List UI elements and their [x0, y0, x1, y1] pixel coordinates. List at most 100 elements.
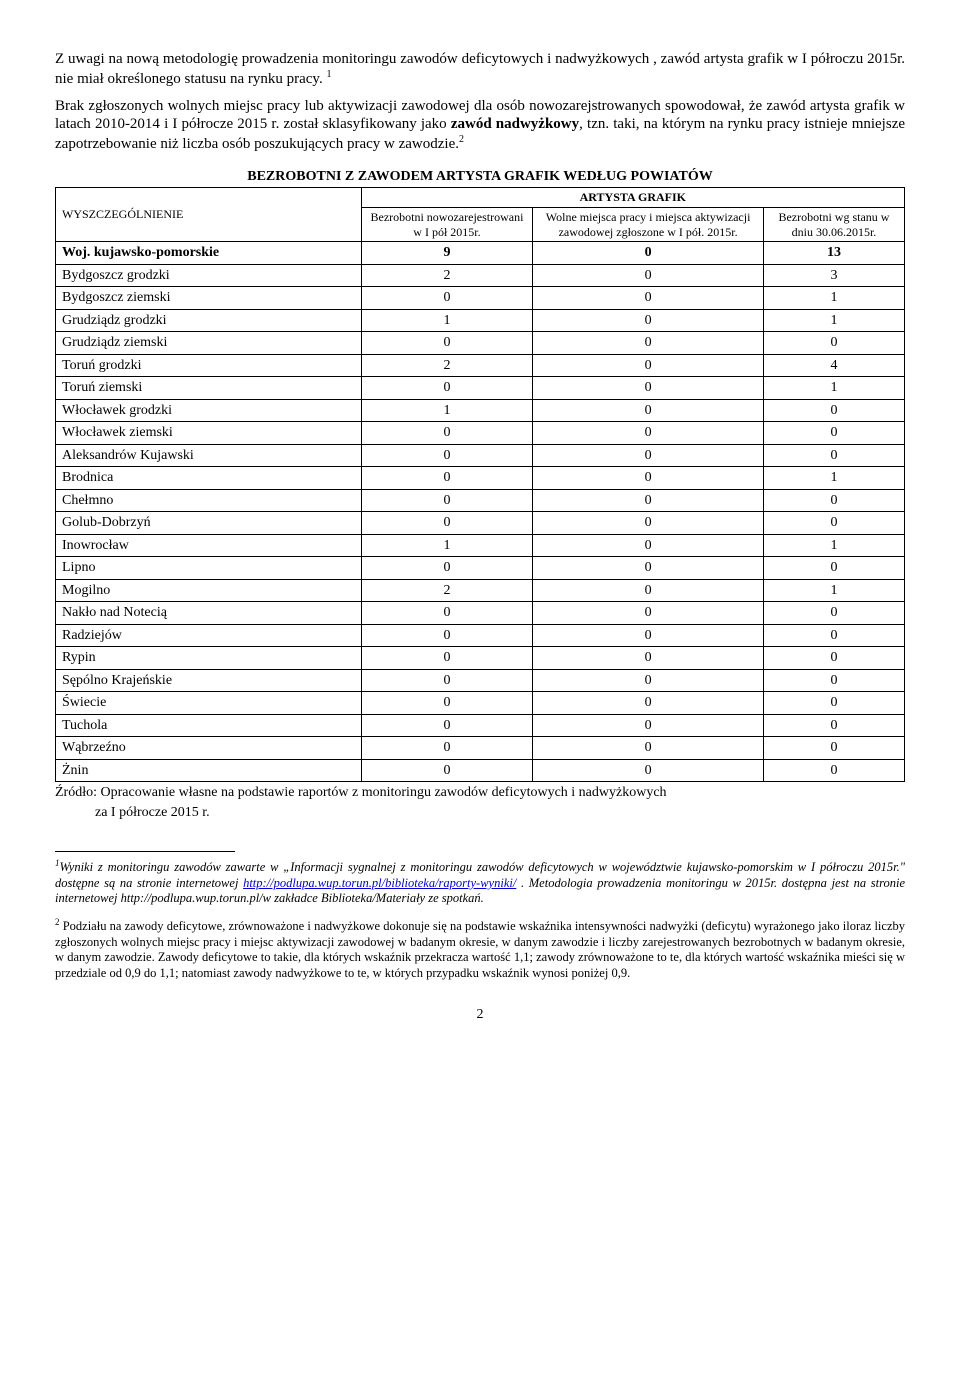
table-row: Bydgoszcz grodzki203 — [56, 264, 905, 287]
cell-v2: 0 — [533, 467, 764, 490]
cell-v3: 13 — [763, 242, 904, 265]
cell-v1: 1 — [361, 309, 533, 332]
cell-v2: 0 — [533, 692, 764, 715]
table-row-summary: Woj. kujawsko-pomorskie 9 0 13 — [56, 242, 905, 265]
table-row: Świecie000 — [56, 692, 905, 715]
cell-v2: 0 — [533, 377, 764, 400]
table-row: Włocławek grodzki100 — [56, 399, 905, 422]
header-col1: Bezrobotni nowozarejestrowani w I pół 20… — [361, 208, 533, 242]
cell-label: Radziejów — [56, 624, 362, 647]
cell-label: Świecie — [56, 692, 362, 715]
cell-label: Wąbrzeźno — [56, 737, 362, 760]
intro-paragraph-2: Brak zgłoszonych wolnych miejsc pracy lu… — [55, 97, 905, 154]
table-row: Toruń grodzki204 — [56, 354, 905, 377]
table-row: Grudziądz grodzki101 — [56, 309, 905, 332]
cell-v2: 0 — [533, 489, 764, 512]
table-row: Lipno000 — [56, 557, 905, 580]
cell-label: Aleksandrów Kujawski — [56, 444, 362, 467]
cell-v3: 1 — [763, 377, 904, 400]
cell-v1: 0 — [361, 624, 533, 647]
cell-v1: 0 — [361, 714, 533, 737]
cell-label: Toruń ziemski — [56, 377, 362, 400]
cell-v3: 0 — [763, 489, 904, 512]
cell-v1: 0 — [361, 759, 533, 782]
cell-v2: 0 — [533, 714, 764, 737]
table-row: Bydgoszcz ziemski001 — [56, 287, 905, 310]
table-row: Rypin000 — [56, 647, 905, 670]
para1-text: Z uwagi na nową metodologię prowadzenia … — [55, 51, 905, 87]
cell-label: Grudziądz grodzki — [56, 309, 362, 332]
header-group: ARTYSTA GRAFIK — [361, 188, 904, 208]
cell-v1: 0 — [361, 669, 533, 692]
cell-v3: 0 — [763, 669, 904, 692]
cell-v1: 2 — [361, 264, 533, 287]
cell-label: Bydgoszcz grodzki — [56, 264, 362, 287]
cell-label: Chełmno — [56, 489, 362, 512]
table-row: Toruń ziemski001 — [56, 377, 905, 400]
footnote-2-text: Podziału na zawody deficytowe, zrównoważ… — [55, 919, 905, 980]
cell-v1: 0 — [361, 512, 533, 535]
table-row: Radziejów000 — [56, 624, 905, 647]
cell-label: Golub-Dobrzyń — [56, 512, 362, 535]
cell-v1: 0 — [361, 489, 533, 512]
cell-v2: 0 — [533, 309, 764, 332]
cell-v2: 0 — [533, 512, 764, 535]
cell-v2: 0 — [533, 557, 764, 580]
cell-label: Inowrocław — [56, 534, 362, 557]
table-row: Inowrocław101 — [56, 534, 905, 557]
table-row: Włocławek ziemski000 — [56, 422, 905, 445]
footnote-2: 2 Podziału na zawody deficytowe, zrównow… — [55, 917, 905, 982]
cell-v2: 0 — [533, 579, 764, 602]
footnote-1-link[interactable]: http://podlupa.wup.torun.pl/biblioteka/r… — [243, 876, 516, 890]
cell-v2: 0 — [533, 534, 764, 557]
cell-v3: 0 — [763, 399, 904, 422]
cell-v3: 1 — [763, 309, 904, 332]
cell-v3: 0 — [763, 647, 904, 670]
cell-v1: 1 — [361, 399, 533, 422]
cell-v1: 0 — [361, 692, 533, 715]
table-row: Mogilno201 — [56, 579, 905, 602]
cell-v1: 0 — [361, 737, 533, 760]
table-row: Grudziądz ziemski000 — [56, 332, 905, 355]
table-row: Aleksandrów Kujawski000 — [56, 444, 905, 467]
data-table: WYSZCZEGÓLNIENIE ARTYSTA GRAFIK Bezrobot… — [55, 187, 905, 782]
table-row: Golub-Dobrzyń000 — [56, 512, 905, 535]
cell-label: Mogilno — [56, 579, 362, 602]
cell-v1: 2 — [361, 579, 533, 602]
cell-label: Woj. kujawsko-pomorskie — [56, 242, 362, 265]
cell-label: Sępólno Krajeńskie — [56, 669, 362, 692]
cell-v2: 0 — [533, 624, 764, 647]
cell-v2: 0 — [533, 737, 764, 760]
cell-label: Żnin — [56, 759, 362, 782]
cell-v3: 1 — [763, 534, 904, 557]
para2-bold: zawód nadwyżkowy — [451, 116, 579, 132]
intro-paragraph-1: Z uwagi na nową metodologię prowadzenia … — [55, 50, 905, 89]
cell-label: Włocławek ziemski — [56, 422, 362, 445]
table-row: Nakło nad Notecią000 — [56, 602, 905, 625]
cell-label: Nakło nad Notecią — [56, 602, 362, 625]
cell-v3: 0 — [763, 557, 904, 580]
cell-v3: 0 — [763, 624, 904, 647]
cell-v1: 1 — [361, 534, 533, 557]
cell-label: Bydgoszcz ziemski — [56, 287, 362, 310]
page-number: 2 — [55, 1006, 905, 1024]
table-row: Żnin000 — [56, 759, 905, 782]
cell-label: Grudziądz ziemski — [56, 332, 362, 355]
cell-v2: 0 — [533, 444, 764, 467]
table-row: Wąbrzeźno000 — [56, 737, 905, 760]
cell-v1: 0 — [361, 422, 533, 445]
cell-v3: 0 — [763, 692, 904, 715]
cell-v1: 0 — [361, 602, 533, 625]
header-col2: Wolne miejsca pracy i miejsca aktywizacj… — [533, 208, 764, 242]
cell-v2: 0 — [533, 602, 764, 625]
cell-v3: 0 — [763, 512, 904, 535]
cell-v2: 0 — [533, 354, 764, 377]
cell-v3: 0 — [763, 714, 904, 737]
cell-v3: 0 — [763, 332, 904, 355]
cell-v1: 0 — [361, 647, 533, 670]
cell-label: Rypin — [56, 647, 362, 670]
cell-v1: 0 — [361, 332, 533, 355]
cell-label: Brodnica — [56, 467, 362, 490]
cell-v3: 0 — [763, 422, 904, 445]
footnote-ref-1: 1 — [326, 69, 331, 80]
